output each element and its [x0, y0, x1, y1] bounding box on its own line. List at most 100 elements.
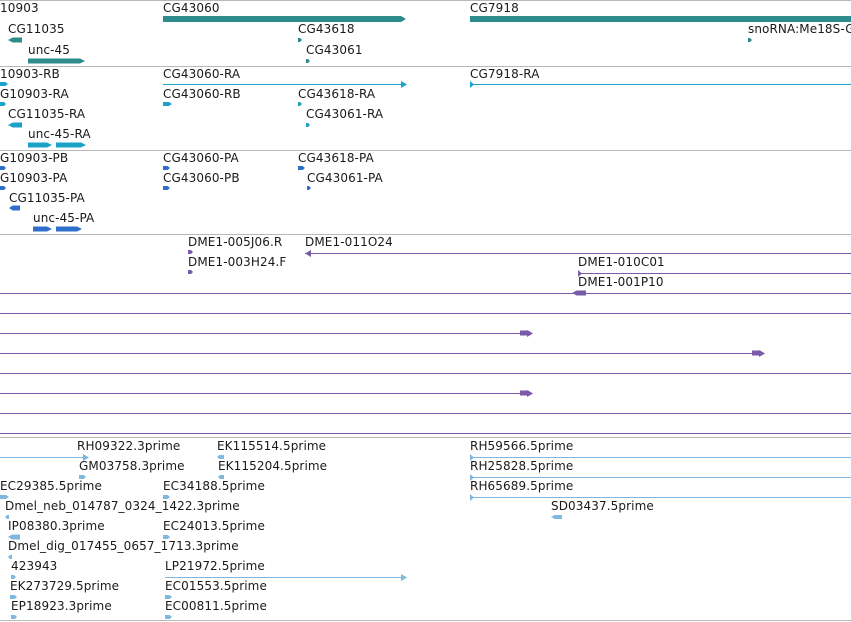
- cdna-track-feature-block[interactable]: [752, 350, 764, 356]
- est-track-feature-block[interactable]: [217, 455, 224, 459]
- transcript-feature-label[interactable]: CG43061-RA: [306, 107, 384, 121]
- est-feature-label[interactable]: GM03758.3prime: [79, 459, 185, 473]
- est-track-feature-block[interactable]: [165, 615, 172, 619]
- cds-track-feature-block[interactable]: [0, 166, 6, 170]
- transcript-track-feature-block[interactable]: [0, 82, 8, 86]
- est-track-feature-block[interactable]: [165, 595, 172, 599]
- transcript-track-feature-block[interactable]: [163, 102, 172, 106]
- cdna-feature-label[interactable]: DME1-010C01: [578, 255, 665, 269]
- gene-track-feature-block[interactable]: [470, 16, 851, 22]
- est-track-feature-block[interactable]: [11, 575, 16, 579]
- est-feature-label[interactable]: IP08380.3prime: [8, 519, 105, 533]
- gene-track-feature-block[interactable]: [298, 38, 302, 42]
- est-feature-label[interactable]: EC24013.5prime: [163, 519, 265, 533]
- est-feature-label[interactable]: RH65689.5prime: [470, 479, 574, 493]
- transcript-track-feature-block[interactable]: [306, 123, 310, 127]
- gene-track-feature-block[interactable]: [306, 59, 310, 63]
- gene-track-feature-block[interactable]: [748, 38, 752, 42]
- track-separator: [0, 66, 851, 67]
- gene-feature-label[interactable]: 10903: [0, 1, 39, 15]
- cds-feature-label[interactable]: CG43061-PA: [307, 171, 383, 185]
- gene-track-feature-block[interactable]: [163, 16, 406, 22]
- est-track-feature-block[interactable]: [11, 615, 17, 619]
- est-track-feature-block[interactable]: [5, 515, 9, 519]
- gene-feature-label[interactable]: CG11035: [8, 22, 65, 36]
- est-track-feature-block[interactable]: [10, 595, 17, 599]
- cds-track-feature-block[interactable]: [9, 205, 20, 211]
- cdna-feature-label[interactable]: DME1-005J06.R: [188, 235, 283, 249]
- transcript-feature-label[interactable]: 10903-RB: [0, 67, 60, 81]
- est-feature-label[interactable]: EC29385.5prime: [0, 479, 102, 493]
- est-track-feature-block[interactable]: [0, 495, 9, 499]
- est-track-feature-block[interactable]: [8, 534, 20, 540]
- cdna-feature-label[interactable]: DME1-003H24.F: [188, 255, 287, 269]
- est-feature-label[interactable]: EK273729.5prime: [10, 579, 120, 593]
- cdna-track-feature-block[interactable]: [572, 290, 586, 296]
- est-feature-label[interactable]: 423943: [11, 559, 58, 573]
- est-track-feature-block[interactable]: [163, 495, 170, 499]
- cdna-feature-label[interactable]: DME1-001P10: [578, 275, 664, 289]
- gene-feature-label[interactable]: CG43618: [298, 22, 355, 36]
- cds-track-feature-block[interactable]: [163, 166, 170, 170]
- est-track-feature-block[interactable]: [8, 555, 12, 559]
- cds-feature-label[interactable]: CG43060-PA: [163, 151, 239, 165]
- transcript-feature-label[interactable]: CG43618-RA: [298, 87, 376, 101]
- transcript-feature-label[interactable]: CG43060-RB: [163, 87, 241, 101]
- est-feature-label[interactable]: EK115204.5prime: [218, 459, 328, 473]
- cdna-track-feature-block[interactable]: [188, 250, 193, 254]
- est-feature-label[interactable]: RH25828.5prime: [470, 459, 574, 473]
- cdna-feature-label[interactable]: DME1-011O24: [305, 235, 393, 249]
- est-feature-label[interactable]: Dmel_dig_017455_0657_1713.3prime: [8, 539, 239, 553]
- transcript-track-feature-block[interactable]: [298, 102, 302, 106]
- cds-track-feature-block[interactable]: [56, 226, 82, 232]
- est-feature-label[interactable]: EC34188.5prime: [163, 479, 265, 493]
- est-feature-label[interactable]: EK115514.5prime: [217, 439, 327, 453]
- transcript-feature-label[interactable]: unc-45-RA: [28, 127, 91, 141]
- est-feature-label[interactable]: RH09322.3prime: [77, 439, 181, 453]
- est-track-feature-block[interactable]: [551, 515, 562, 519]
- cds-feature-label[interactable]: unc-45-PA: [33, 211, 95, 225]
- transcript-track-feature-block[interactable]: [28, 142, 52, 148]
- est-track-feature-block[interactable]: [163, 535, 170, 539]
- strand-arrow-right-icon: [83, 454, 89, 461]
- est-feature-label[interactable]: Dmel_neb_014787_0324_1422.3prime: [5, 499, 240, 513]
- gene-feature-label[interactable]: CG43060: [163, 1, 220, 15]
- cds-track-feature-block[interactable]: [163, 186, 170, 190]
- transcript-feature-label[interactable]: CG11035-RA: [8, 107, 86, 121]
- cds-feature-label[interactable]: CG43618-PA: [298, 151, 374, 165]
- cds-feature-label[interactable]: CG11035-PA: [9, 191, 85, 205]
- transcript-feature-label[interactable]: CG43060-RA: [163, 67, 241, 81]
- cds-track-feature-block[interactable]: [0, 186, 6, 190]
- cdna-track-feature-block[interactable]: [520, 330, 532, 336]
- transcript-feature-label[interactable]: CG7918-RA: [470, 67, 540, 81]
- transcript-track-feature-block[interactable]: [0, 102, 6, 106]
- est-track-feature-block[interactable]: [218, 475, 224, 479]
- strand-arrow-right-icon: [470, 494, 474, 501]
- gene-feature-label[interactable]: CG7918: [470, 1, 519, 15]
- gene-track-feature-block[interactable]: [28, 58, 85, 64]
- cds-track-feature-block[interactable]: [307, 186, 311, 190]
- est-feature-label[interactable]: EC00811.5prime: [165, 599, 267, 613]
- est-feature-label[interactable]: SD03437.5prime: [551, 499, 654, 513]
- cds-feature-label[interactable]: CG43060-PB: [163, 171, 240, 185]
- gene-feature-label[interactable]: unc-45: [28, 43, 71, 57]
- transcript-track-feature-block[interactable]: [56, 142, 86, 148]
- transcript-feature-label[interactable]: G10903-RA: [0, 87, 69, 101]
- est-feature-label[interactable]: LP21972.5prime: [165, 559, 265, 573]
- transcript-track-feature-block[interactable]: [8, 122, 22, 128]
- cds-feature-label[interactable]: G10903-PB: [0, 151, 69, 165]
- est-feature-label[interactable]: EC01553.5prime: [165, 579, 267, 593]
- gene-feature-label[interactable]: CG43061: [306, 43, 363, 57]
- cds-feature-label[interactable]: G10903-PA: [0, 171, 68, 185]
- est-track-feature-block[interactable]: [79, 475, 86, 479]
- cdna-track-feature-block[interactable]: [520, 390, 532, 396]
- est-feature-label[interactable]: RH59566.5prime: [470, 439, 574, 453]
- gene-track-feature-block[interactable]: [8, 37, 22, 43]
- cdna-track-feature-block[interactable]: [188, 270, 193, 274]
- gene-feature-label[interactable]: snoRNA:Me18S-G: [748, 22, 851, 36]
- cds-track-feature-block[interactable]: [33, 226, 52, 232]
- cds-track-feature-block[interactable]: [298, 166, 305, 170]
- est-feature-label[interactable]: EP18923.3prime: [11, 599, 112, 613]
